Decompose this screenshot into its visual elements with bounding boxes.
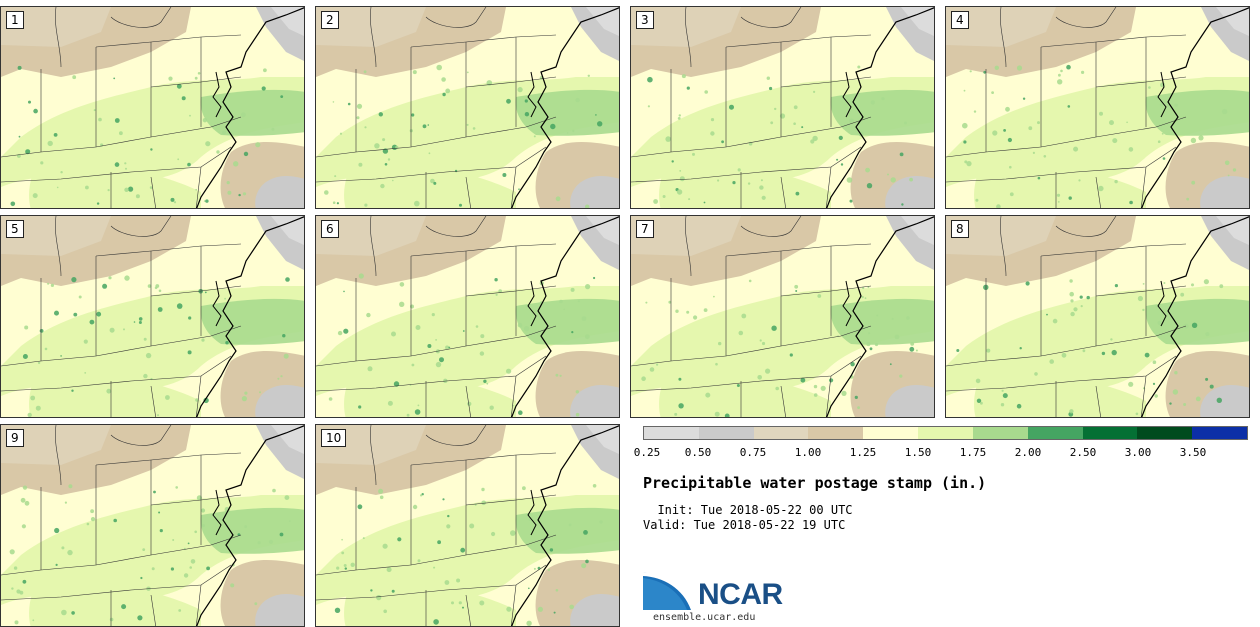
colorbar-segment — [1192, 427, 1247, 439]
postage-stamp-panel: 5 — [0, 215, 305, 418]
valid-time: Valid: Tue 2018-05-22 19 UTC — [643, 518, 846, 532]
colorbar-segment — [753, 427, 809, 439]
colorbar-tick-label: 2.50 — [1069, 446, 1097, 459]
colorbar-segment — [918, 427, 973, 439]
postage-stamp-panel: 4 — [945, 6, 1250, 209]
colorbar-tick-label: 0.75 — [739, 446, 767, 459]
colorbar-segment — [1082, 427, 1138, 439]
precip-water-map — [1, 7, 304, 208]
member-number-label: 4 — [951, 11, 969, 29]
colorbar — [643, 426, 1248, 440]
colorbar-segment — [808, 427, 864, 439]
precip-water-map — [631, 7, 934, 208]
colorbar-tick-label: 1.00 — [794, 446, 822, 459]
postage-stamp-panel: 1 — [0, 6, 305, 209]
colorbar-tick-label: 1.75 — [959, 446, 987, 459]
colorbar-segment — [972, 427, 1028, 439]
colorbar-segment — [863, 427, 919, 439]
postage-stamp-panel: 3 — [630, 6, 935, 209]
postage-stamp-panel: 2 — [315, 6, 620, 209]
ncar-logo-text: NCAR — [698, 578, 783, 611]
map-title: Precipitable water postage stamp (in.) — [643, 474, 987, 492]
postage-stamp-panel: 10 — [315, 424, 620, 627]
precip-water-map — [1, 425, 304, 626]
member-number-label: 10 — [321, 429, 347, 447]
colorbar-tick-label: 0.50 — [684, 446, 712, 459]
colorbar-segment — [644, 427, 699, 439]
member-number-label: 8 — [951, 220, 969, 238]
colorbar-tick-label: 3.50 — [1179, 446, 1207, 459]
postage-stamp-panel: 7 — [630, 215, 935, 418]
precip-water-map — [1, 216, 304, 417]
colorbar-tick-label: 0.25 — [633, 446, 661, 459]
colorbar-segment — [698, 427, 754, 439]
site-url: ensemble.ucar.edu — [653, 612, 756, 623]
precip-water-map — [946, 216, 1249, 417]
colorbar-tick-label: 3.00 — [1124, 446, 1152, 459]
member-number-label: 5 — [6, 220, 24, 238]
precip-water-map — [631, 216, 934, 417]
colorbar-tick-label: 1.25 — [849, 446, 877, 459]
colorbar-segment — [1027, 427, 1083, 439]
member-number-label: 6 — [321, 220, 339, 238]
postage-stamp-panel: 6 — [315, 215, 620, 418]
precip-water-map — [316, 425, 619, 626]
precip-water-map — [316, 7, 619, 208]
postage-stamp-panel: 9 — [0, 424, 305, 627]
colorbar-tick-label: 2.00 — [1014, 446, 1042, 459]
member-number-label: 7 — [636, 220, 654, 238]
colorbar-tick-label: 1.50 — [904, 446, 932, 459]
member-number-label: 2 — [321, 11, 339, 29]
init-time: Init: Tue 2018-05-22 00 UTC — [643, 503, 853, 517]
postage-stamp-panel: 8 — [945, 215, 1250, 418]
precip-water-map — [316, 216, 619, 417]
member-number-label: 3 — [636, 11, 654, 29]
member-number-label: 1 — [6, 11, 24, 29]
precip-water-map — [946, 7, 1249, 208]
ncar-logo-icon — [643, 572, 695, 610]
colorbar-segment — [1137, 427, 1193, 439]
member-number-label: 9 — [6, 429, 24, 447]
